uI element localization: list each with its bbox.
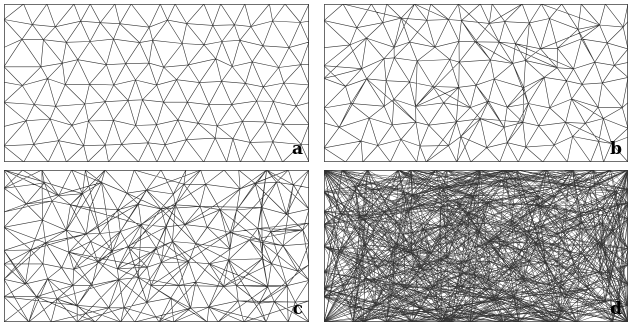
panel-label-c: c (292, 299, 303, 319)
mesh-panel-b: b (324, 4, 628, 162)
mesh-drawing-d (324, 170, 628, 322)
mesh-border (324, 170, 628, 322)
mesh-panel-c: c (4, 170, 309, 322)
mesh-edges (4, 170, 309, 322)
mesh-drawing-c (4, 170, 309, 322)
panel-label-b: b (610, 139, 622, 159)
mesh-border (324, 4, 628, 162)
mesh-drawing-a (4, 4, 309, 162)
mesh-edges (324, 4, 628, 162)
mesh-edges (324, 170, 628, 322)
mesh-border (4, 170, 309, 322)
mesh-panel-a: a (4, 4, 309, 162)
mesh-edge-path (324, 4, 628, 162)
mesh-panel-d: d (324, 170, 628, 322)
mesh-drawing-b (324, 4, 628, 162)
mesh-edge-path (4, 170, 309, 322)
mesh-edges (4, 4, 309, 162)
panel-label-a: a (291, 139, 303, 159)
mesh-border (4, 4, 309, 162)
mesh-edge-path (4, 4, 309, 162)
panel-label-d: d (610, 299, 622, 319)
mesh-edge-path (324, 170, 628, 322)
